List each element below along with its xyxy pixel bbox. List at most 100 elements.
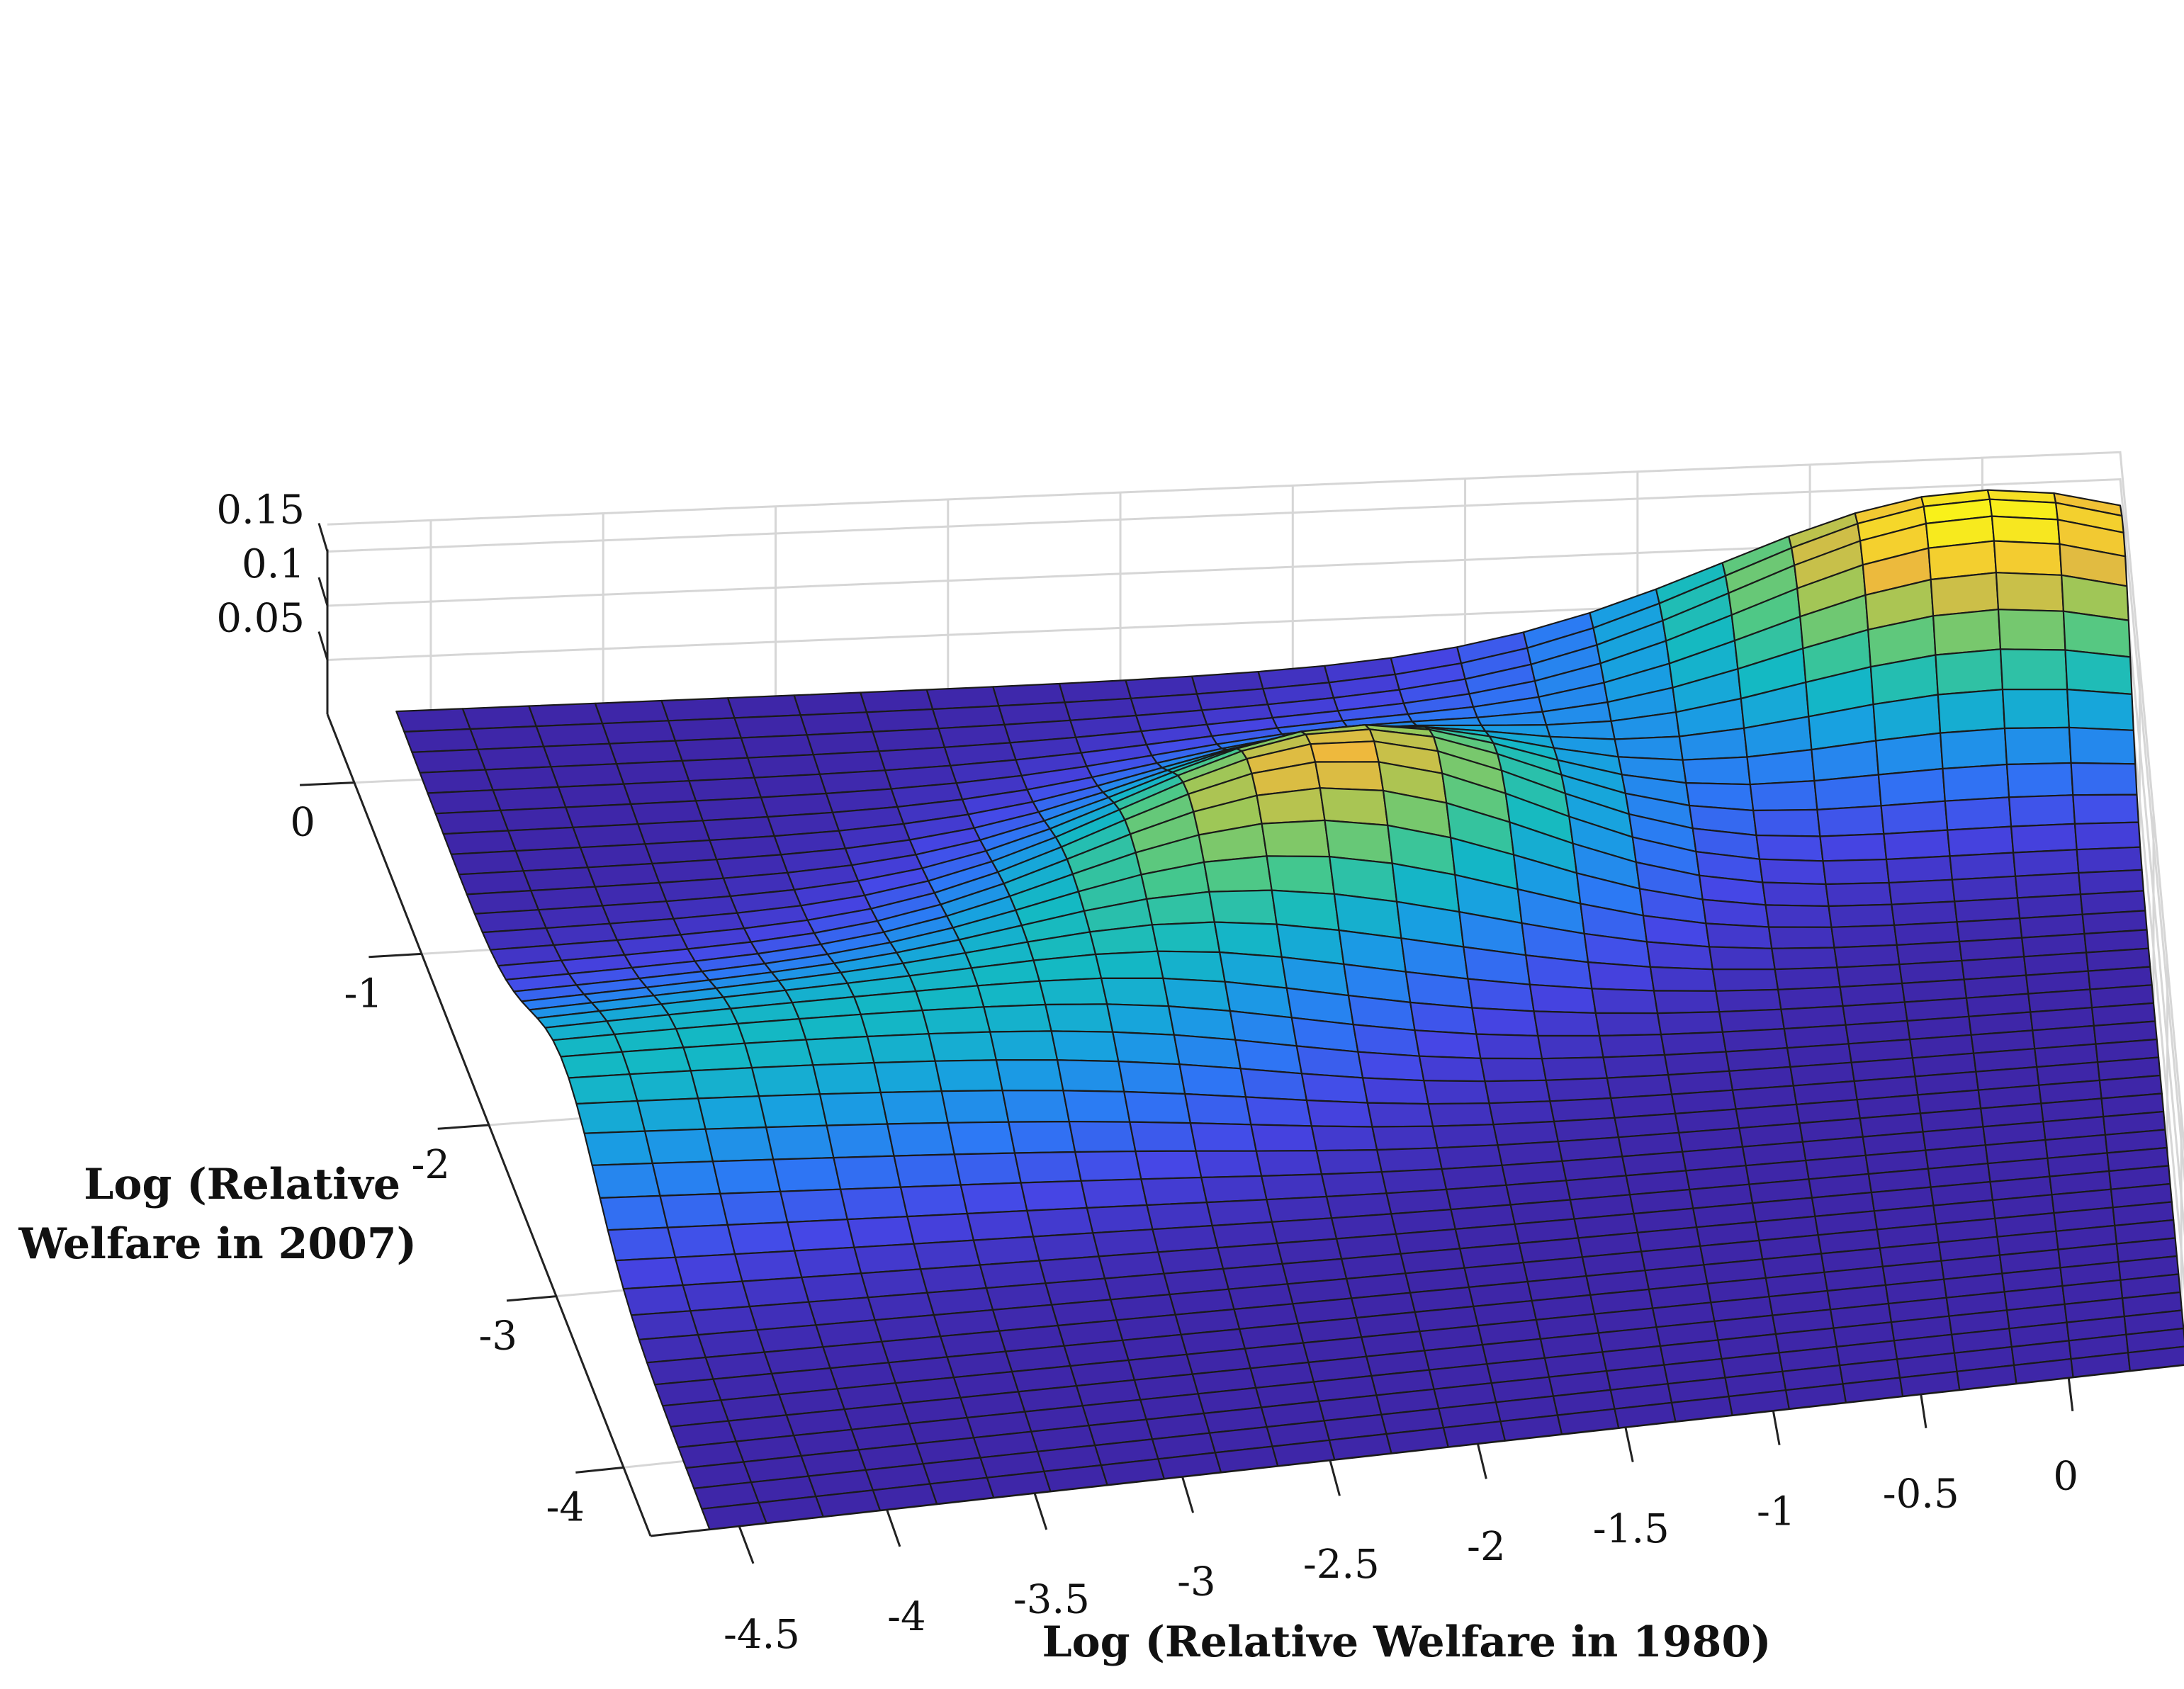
surface-cell-4-23 <box>818 1091 889 1126</box>
surface-cell-10-23 <box>1184 1092 1252 1126</box>
surface-cell-12-26 <box>1320 1171 1387 1198</box>
surface-cell-24-4 <box>1995 572 2064 612</box>
surface-cell-24-2 <box>1991 515 2061 546</box>
surface-cell-4-3 <box>681 757 755 782</box>
surface-cell-8-21 <box>1050 1030 1120 1063</box>
y-tick-3 <box>506 1295 557 1302</box>
x-tick-label-9: 0 <box>2053 1454 2078 1500</box>
surface-cell-4-24 <box>826 1123 895 1159</box>
surface-cell-0-5 <box>434 809 510 835</box>
surface-cell-0-25 <box>591 1162 661 1199</box>
surface-cell-2-2 <box>543 742 618 768</box>
surface-cell-0-28 <box>614 1256 684 1290</box>
surface-cell-1-26 <box>659 1192 728 1228</box>
x-tick-2 <box>1033 1493 1048 1530</box>
surface-cell-22-12 <box>1885 855 1953 884</box>
surface-cell-9-23 <box>1123 1090 1192 1124</box>
surface-cell-25-8 <box>2068 726 2137 765</box>
surface-cell-23-9 <box>1942 763 2010 802</box>
surface-cell-2-1 <box>535 723 611 747</box>
surface-cell-13-23 <box>1366 1102 1434 1128</box>
surface-cell-7-27 <box>1026 1207 1094 1238</box>
surface-cell-4-26 <box>839 1186 908 1221</box>
surface-cell-16-20 <box>1537 1034 1604 1060</box>
surface-cell-10-26 <box>1200 1175 1268 1204</box>
surface-cell-3-3 <box>615 759 690 785</box>
surface-cell-23-11 <box>1947 825 2015 857</box>
surface-cell-18-18 <box>1653 990 1721 1015</box>
surface-cell-6-25 <box>953 1152 1022 1186</box>
surface-cell-22-10 <box>1880 800 1949 835</box>
surface-cell-15-22 <box>1484 1079 1551 1105</box>
surface-cell-9-20 <box>1106 1003 1175 1036</box>
surface-cell-21-12 <box>1822 858 1890 886</box>
surface-cell-13-11 <box>1310 740 1380 763</box>
surface-cell-0-21 <box>560 1051 631 1079</box>
surface-cell-5-0 <box>726 694 801 719</box>
surface-cell-13-22 <box>1361 1077 1429 1105</box>
surface-cell-8-25 <box>1074 1150 1142 1182</box>
surface-cell-21-16 <box>1833 944 1901 968</box>
surface-cell-8-26 <box>1080 1178 1148 1209</box>
surface-cell-2-0 <box>528 702 604 728</box>
surface-cell-22-11 <box>1883 829 1951 861</box>
surface-cell-4-25 <box>833 1155 902 1190</box>
surface-cell-24-11 <box>2010 823 2078 854</box>
surface-cell-5-26 <box>899 1184 969 1218</box>
x-tick-8 <box>1920 1394 1927 1428</box>
surface-cell-4-1 <box>668 717 743 742</box>
surface-cell-1-24 <box>643 1128 714 1165</box>
surface-cell-16-22 <box>1545 1077 1612 1102</box>
surface-cell-10-24 <box>1189 1122 1257 1152</box>
surface-cell-25-12 <box>2076 846 2143 874</box>
x-tick-label-2: -3.5 <box>1013 1576 1090 1622</box>
surface-cell-5-21 <box>866 1033 936 1064</box>
surface-cell-1-28 <box>674 1253 743 1287</box>
surface-cell-2-21 <box>682 1042 753 1072</box>
surface-cell-3-28 <box>794 1246 862 1279</box>
surface-cell-2-22 <box>689 1066 760 1100</box>
surface-cell-23-10 <box>1944 796 2013 831</box>
surface-cell-17-20 <box>1599 1033 1666 1058</box>
surface-cell-24-10 <box>2008 794 2076 827</box>
surface-cell-21-11 <box>1819 832 1888 862</box>
surface-cell-14-23 <box>1427 1102 1495 1127</box>
surface-cell-0-2 <box>411 748 487 774</box>
y-tick-0 <box>300 781 355 786</box>
surface-cell-5-23 <box>879 1090 949 1125</box>
y-tick-label-2: -2 <box>411 1142 450 1188</box>
surface-cell-1-29 <box>682 1280 751 1312</box>
surface-cell-1-1 <box>469 725 545 750</box>
surface-cell-9-18 <box>1094 950 1164 980</box>
surface-cell-20-11 <box>1755 834 1824 862</box>
surface-cell-11-26 <box>1261 1173 1328 1201</box>
surface-cell-11-15 <box>1203 855 1273 893</box>
surface-cell-13-13 <box>1319 787 1389 827</box>
z-tick-label-0: 0.05 <box>216 596 305 642</box>
surface-cell-4-27 <box>846 1215 915 1248</box>
surface-cell-2-24 <box>704 1126 775 1163</box>
surface-cell-7-20 <box>983 1003 1052 1033</box>
surface-cell-6-21 <box>928 1031 998 1062</box>
surface-cell-5-24 <box>886 1122 955 1157</box>
surface-cell-6-22 <box>934 1059 1003 1092</box>
surface-cell-2-23 <box>697 1095 767 1130</box>
surface-cell-21-13 <box>1825 881 1893 908</box>
surface-cell-10-17 <box>1151 921 1221 954</box>
surface-cell-23-7 <box>1937 688 2006 734</box>
surface-cell-3-23 <box>758 1093 828 1129</box>
surface-cell-1-21 <box>621 1046 692 1075</box>
surface-cell-11-22 <box>1239 1068 1308 1102</box>
y-tick-label-0: 0 <box>290 800 315 846</box>
surface-cell-1-4 <box>492 786 567 812</box>
x-tick-7 <box>1772 1410 1781 1445</box>
surface-cell-5-28 <box>913 1239 981 1270</box>
surface-cell-20-17 <box>1774 966 1841 990</box>
surface-cell-24-9 <box>2005 762 2074 798</box>
surface-cell-16-19 <box>1533 1010 1601 1037</box>
surface-cell-10-21 <box>1173 1034 1242 1070</box>
surface-cell-2-28 <box>733 1250 803 1282</box>
surface-cell-9-22 <box>1118 1060 1186 1095</box>
x-tick-label-0: -4.5 <box>724 1612 800 1658</box>
surface-cell-11-25 <box>1255 1150 1323 1177</box>
